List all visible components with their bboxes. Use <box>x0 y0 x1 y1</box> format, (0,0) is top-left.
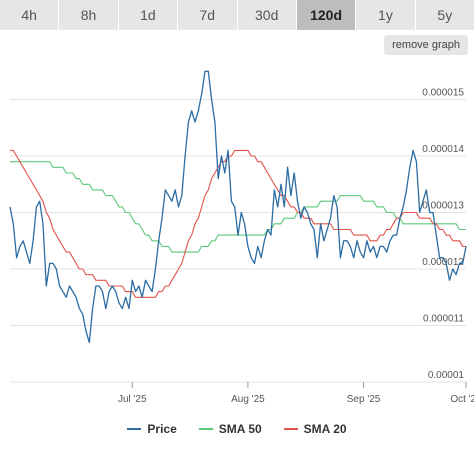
y-tick-label: 0.000014 <box>422 144 464 155</box>
series-line-sma-50 <box>10 161 466 253</box>
y-tick-label: 0.00001 <box>428 370 465 381</box>
legend-item-price[interactable]: Price <box>127 422 177 436</box>
legend-label-sma-50: SMA 50 <box>218 422 262 436</box>
y-tick-label: 0.000012 <box>422 257 464 268</box>
y-tick-label: 0.000015 <box>422 88 464 99</box>
tab-1d[interactable]: 1d <box>118 0 179 30</box>
remove-graph-button[interactable]: remove graph <box>384 35 468 55</box>
legend-swatch-sma-20 <box>283 428 298 430</box>
timeframe-tabs: 4h 8h 1d 7d 30d 120d 1y 5y <box>0 0 474 30</box>
x-tick-label: Jul '25 <box>118 394 147 405</box>
legend-swatch-sma-50 <box>198 428 213 430</box>
legend-label-price: Price <box>147 422 177 436</box>
legend-item-sma-50[interactable]: SMA 50 <box>198 422 262 436</box>
series-line-sma-20 <box>10 149 466 298</box>
x-tick-label: Aug '25 <box>231 394 265 405</box>
tab-120d[interactable]: 120d <box>296 0 357 30</box>
legend-item-sma-20[interactable]: SMA 20 <box>283 422 347 436</box>
legend-swatch-price <box>127 428 142 430</box>
tab-8h[interactable]: 8h <box>59 0 119 30</box>
price-chart: 0.00001 0.000011 0.000012 0.000013 0.000014 0… <box>9 70 474 405</box>
chart-legend: Price SMA 50 SMA 20 <box>0 418 474 440</box>
x-tick-label: Sep '25 <box>347 394 381 405</box>
y-tick-label: 0.000013 <box>422 201 464 212</box>
tab-30d[interactable]: 30d <box>237 0 297 30</box>
tab-7d[interactable]: 7d <box>178 0 238 30</box>
series-line-price <box>9 70 467 344</box>
legend-label-sma-20: SMA 20 <box>303 422 347 436</box>
tab-1y[interactable]: 1y <box>356 0 416 30</box>
x-tick-label: Oct '25 <box>450 394 474 405</box>
y-tick-label: 0.000011 <box>423 314 464 325</box>
tab-4h[interactable]: 4h <box>0 0 60 30</box>
tab-5y[interactable]: 5y <box>415 0 474 30</box>
